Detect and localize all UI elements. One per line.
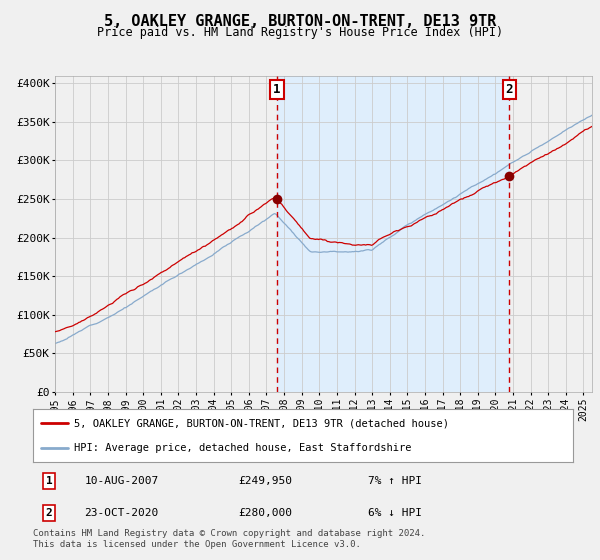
Text: £249,950: £249,950 bbox=[238, 476, 292, 486]
Text: 10-AUG-2007: 10-AUG-2007 bbox=[84, 476, 158, 486]
Text: 5, OAKLEY GRANGE, BURTON-ON-TRENT, DE13 9TR (detached house): 5, OAKLEY GRANGE, BURTON-ON-TRENT, DE13 … bbox=[74, 418, 449, 428]
Text: Contains HM Land Registry data © Crown copyright and database right 2024.
This d: Contains HM Land Registry data © Crown c… bbox=[33, 529, 425, 549]
Text: 2: 2 bbox=[506, 83, 513, 96]
Text: HPI: Average price, detached house, East Staffordshire: HPI: Average price, detached house, East… bbox=[74, 442, 411, 452]
Bar bbox=[277, 76, 509, 392]
Text: 7% ↑ HPI: 7% ↑ HPI bbox=[368, 476, 422, 486]
Text: 23-OCT-2020: 23-OCT-2020 bbox=[84, 508, 158, 518]
Text: 5, OAKLEY GRANGE, BURTON-ON-TRENT, DE13 9TR: 5, OAKLEY GRANGE, BURTON-ON-TRENT, DE13 … bbox=[104, 14, 496, 29]
Text: 1: 1 bbox=[273, 83, 281, 96]
Text: £280,000: £280,000 bbox=[238, 508, 292, 518]
Text: 2: 2 bbox=[46, 508, 53, 518]
Text: 6% ↓ HPI: 6% ↓ HPI bbox=[368, 508, 422, 518]
Text: 1: 1 bbox=[46, 476, 53, 486]
Text: Price paid vs. HM Land Registry's House Price Index (HPI): Price paid vs. HM Land Registry's House … bbox=[97, 26, 503, 39]
